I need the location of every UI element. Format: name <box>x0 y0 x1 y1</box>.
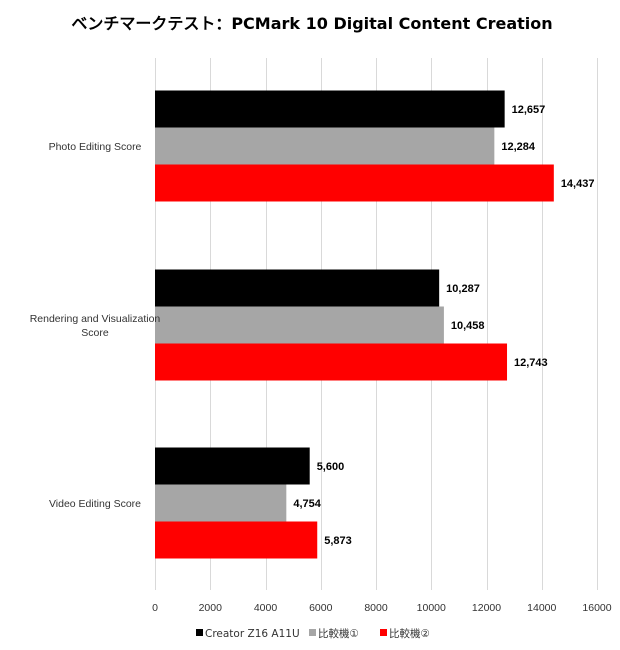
x-tick-label: 12000 <box>472 602 501 614</box>
data-label: 12,657 <box>512 104 546 116</box>
x-tick-label: 6000 <box>309 602 333 614</box>
bar <box>155 269 440 307</box>
x-tick-label: 14000 <box>527 602 556 614</box>
data-labels: 12,657 12,284 14,437 10,287 10,458 12,743 5,60… <box>293 104 594 547</box>
x-tick-label: 4000 <box>254 602 278 614</box>
category-label-line: Score <box>81 327 109 339</box>
bar <box>155 90 505 128</box>
bar <box>155 484 287 522</box>
legend-label: 比較機① <box>318 627 359 640</box>
bars <box>155 90 554 559</box>
data-label: 10,287 <box>446 283 480 295</box>
x-tick-label: 8000 <box>364 602 388 614</box>
category-label-line: Photo Editing Score <box>49 141 142 153</box>
chart-title: ベンチマークテスト：PCMark 10 Digital Content Crea… <box>71 14 552 33</box>
legend-swatch <box>309 629 316 636</box>
legend-label: 比較機② <box>389 627 430 640</box>
bar <box>155 447 310 485</box>
data-label: 12,743 <box>514 357 548 369</box>
data-label: 4,754 <box>293 498 321 510</box>
x-tick-label: 10000 <box>417 602 446 614</box>
category-label-line: Rendering and Visualization <box>30 313 161 325</box>
category-label: Rendering and Visualization Score <box>30 313 161 339</box>
legend: Creator Z16 A11U 比較機① 比較機② <box>196 627 430 640</box>
legend-label: Creator Z16 A11U <box>205 628 300 640</box>
legend-swatch <box>380 629 387 636</box>
category-label: Photo Editing Score <box>49 141 142 153</box>
data-label: 5,600 <box>317 461 345 473</box>
data-label: 14,437 <box>561 178 595 190</box>
x-tick-label: 2000 <box>199 602 223 614</box>
bar <box>155 164 554 202</box>
bar <box>155 306 444 344</box>
category-label-line: Video Editing Score <box>49 498 141 510</box>
bar <box>155 127 495 165</box>
x-tick-label: 0 <box>152 602 158 614</box>
data-label: 10,458 <box>451 320 485 332</box>
bar <box>155 521 318 559</box>
x-tick-label: 16000 <box>582 602 611 614</box>
category-label: Video Editing Score <box>49 498 141 510</box>
data-label: 5,873 <box>324 535 352 547</box>
data-label: 12,284 <box>501 141 536 153</box>
category-labels: Photo Editing Score Rendering and Visuali… <box>30 141 161 510</box>
bar <box>155 343 508 381</box>
legend-swatch <box>196 629 203 636</box>
x-axis-ticks: 0 2000 4000 6000 8000 10000 12000 14000 16000 <box>152 602 612 614</box>
